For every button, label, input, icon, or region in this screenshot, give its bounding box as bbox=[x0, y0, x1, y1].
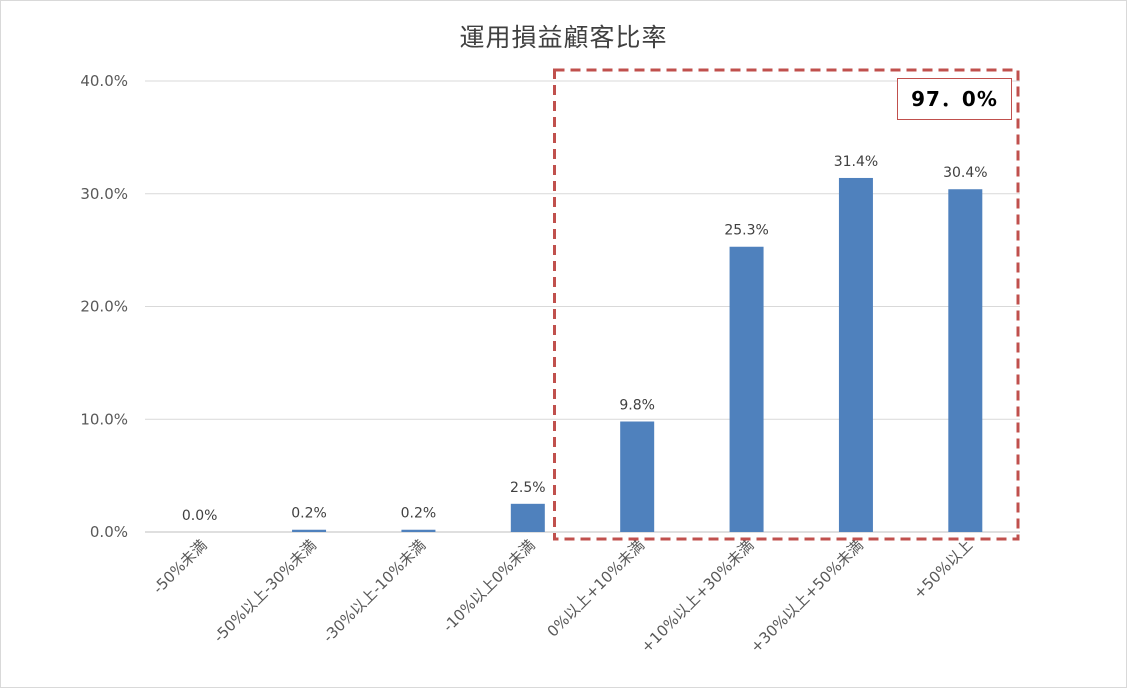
highlight-total-label: 97．0% bbox=[897, 78, 1012, 120]
data-label: 2.5% bbox=[510, 480, 546, 496]
chart-title: 運用損益顧客比率 bbox=[459, 23, 668, 52]
y-tick-label: 40.0% bbox=[80, 72, 128, 90]
y-tick-label: 20.0% bbox=[80, 298, 128, 316]
y-tick-label: 0.0% bbox=[90, 523, 128, 541]
x-tick-label: +50%以上 bbox=[910, 536, 976, 602]
x-tick-label: 0%以上+10%未満 bbox=[544, 536, 648, 640]
y-tick-label: 10.0% bbox=[80, 410, 128, 428]
bar bbox=[401, 529, 436, 532]
bar bbox=[510, 503, 545, 532]
y-tick-label: 30.0% bbox=[80, 185, 128, 203]
data-label: 31.4% bbox=[834, 154, 878, 170]
bar bbox=[948, 189, 983, 533]
bar bbox=[620, 421, 655, 532]
data-label: 0.2% bbox=[291, 506, 327, 522]
x-tick-label: +10%以上+30%未満 bbox=[637, 536, 757, 656]
data-label: 0.2% bbox=[401, 506, 437, 522]
bar bbox=[838, 177, 873, 532]
bar bbox=[729, 246, 764, 532]
bar bbox=[292, 529, 327, 532]
data-label: 30.4% bbox=[943, 165, 987, 181]
x-tick-label: -30%以上-10%未満 bbox=[319, 536, 429, 646]
data-label: 0.0% bbox=[182, 508, 218, 524]
x-tick-label: -50%未満 bbox=[149, 536, 210, 597]
data-label: 9.8% bbox=[619, 398, 655, 414]
data-label: 25.3% bbox=[724, 223, 768, 239]
x-tick-label: +30%以上+50%未満 bbox=[747, 536, 867, 656]
x-tick-label: -10%以上0%未満 bbox=[439, 536, 538, 635]
highlight-box bbox=[553, 68, 1020, 541]
x-tick-label: -50%以上-30%未満 bbox=[210, 536, 320, 646]
